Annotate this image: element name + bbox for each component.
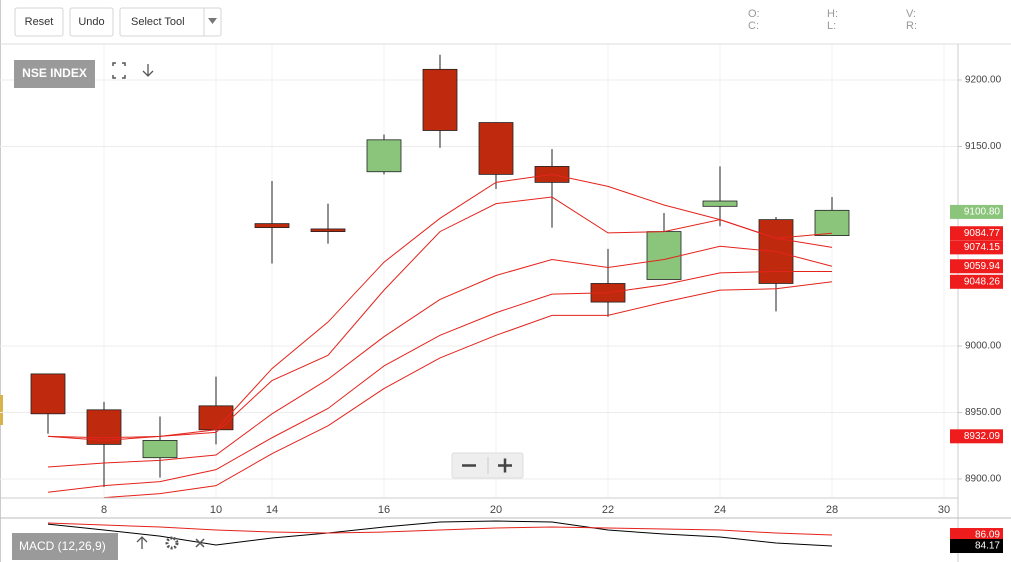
price-tag	[950, 226, 1003, 241]
undo-label[interactable]: Undo	[78, 16, 104, 28]
overlay-line	[47, 245, 833, 468]
price-tag-label: 9074.15	[964, 242, 1001, 253]
price-tag	[950, 204, 1003, 219]
download-icon[interactable]	[142, 64, 154, 77]
candle-body	[366, 139, 402, 173]
x-tick-label: 22	[602, 504, 614, 516]
indicator-line	[47, 520, 833, 547]
overlay-line	[103, 281, 833, 499]
plot-layer: 8900.00 8950.00 9000.00 9150.00 9200.00 8 10 14…	[0, 45, 1002, 547]
zoom-in[interactable]	[498, 458, 512, 473]
x-tick-label: 14	[266, 504, 278, 516]
indicator-line	[47, 522, 833, 536]
select-tool[interactable]	[119, 7, 222, 37]
candle-body	[30, 373, 66, 415]
ohlc-label: V:	[906, 8, 916, 20]
candle-body	[758, 219, 794, 284]
y-tick-label: 9150.00	[965, 141, 1002, 152]
x-tick-label: 24	[714, 504, 726, 516]
candle-body	[422, 68, 458, 131]
y-tick-label: 9200.00	[965, 75, 1002, 86]
ohlc-label: L:	[827, 20, 836, 32]
undo-button[interactable]	[69, 7, 114, 37]
edge-marker	[0, 395, 3, 425]
price-tag-label: 9059.94	[964, 261, 1001, 272]
price-tag-label: 9100.80	[964, 207, 1001, 218]
x-tick-label: 16	[378, 504, 390, 516]
candle-body	[310, 228, 346, 232]
y-tick-label: 9000.00	[965, 341, 1002, 352]
select-tool-label[interactable]: Select Tool	[131, 16, 185, 28]
overlay-line	[47, 196, 833, 441]
x-tick-label: 8	[101, 504, 107, 516]
x-tick-label: 28	[826, 504, 838, 516]
fullscreen-icon[interactable]	[112, 62, 126, 79]
candle-body	[702, 200, 738, 207]
ohlc-label: C:	[748, 20, 759, 32]
price-tag	[950, 528, 1003, 543]
select-arrow[interactable]	[208, 18, 217, 24]
ohlc-label: H:	[827, 8, 838, 20]
y-tick-label: 8900.00	[965, 474, 1002, 485]
title-button[interactable]	[14, 60, 95, 88]
reset-button[interactable]	[14, 7, 64, 37]
settings-icon[interactable]	[165, 536, 179, 550]
macd-title[interactable]: MACD (12,26,9)	[19, 539, 106, 553]
candle-body	[198, 405, 234, 431]
price-tag	[950, 539, 1003, 554]
left-edge	[0, 0, 1, 562]
ohlc-label: R:	[906, 20, 917, 32]
candle-body	[814, 209, 850, 236]
candle-body	[86, 409, 122, 445]
overlay-line	[47, 271, 832, 493]
price-tag-label: 84.17	[975, 541, 1000, 552]
price-tag	[950, 240, 1003, 255]
price-tag	[950, 429, 1003, 444]
candle-body	[254, 223, 290, 229]
chart-title[interactable]: NSE INDEX	[22, 66, 87, 80]
x-tick-label: 20	[490, 504, 502, 516]
price-tag-label: 8932.09	[964, 431, 1001, 442]
candle-body	[646, 231, 682, 280]
overlay-line	[47, 173, 833, 439]
price-tag	[950, 274, 1003, 289]
reset-label[interactable]: Reset	[25, 16, 54, 28]
price-tag	[950, 259, 1003, 274]
candle-body	[478, 122, 514, 175]
price-tag-label: 9084.77	[964, 228, 1001, 239]
x-tick-label: 10	[210, 504, 222, 516]
y-tick-label: 8950.00	[965, 407, 1002, 418]
macd-button[interactable]	[12, 533, 118, 560]
candle-body	[142, 440, 178, 459]
close-icon[interactable]	[195, 538, 205, 548]
price-tag-label: 9048.26	[964, 276, 1001, 287]
move-up-icon[interactable]	[136, 536, 148, 549]
price-tag-label: 86.09	[975, 530, 1000, 541]
ohlc-label: O:	[748, 8, 760, 20]
x-tick-label: 30	[938, 504, 950, 516]
